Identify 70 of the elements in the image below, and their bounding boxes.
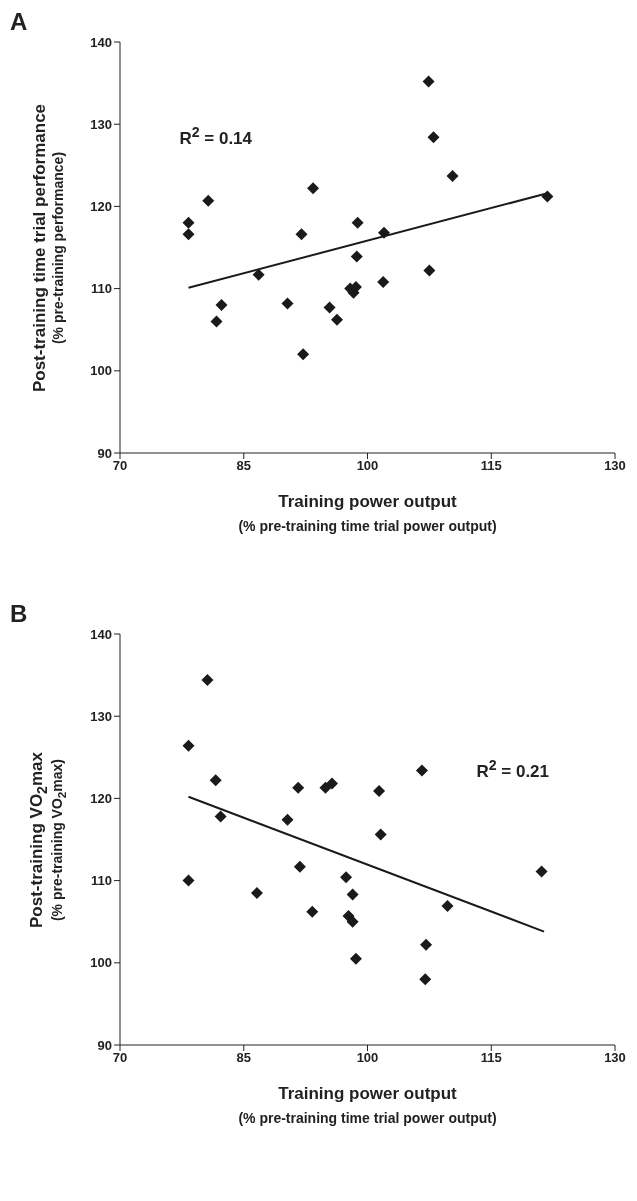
point <box>419 973 432 986</box>
y-tick-label: 90 <box>97 1037 112 1053</box>
point <box>292 781 305 794</box>
point <box>182 739 195 752</box>
y-axis-title: Post-training time trial performance (% pre-training performance) <box>30 103 66 392</box>
x-tick-label: 130 <box>604 1050 626 1066</box>
point <box>446 169 459 182</box>
x-tick-label: 115 <box>480 458 502 474</box>
y-tick-label: 140 <box>90 626 112 642</box>
point <box>201 674 214 687</box>
chart-title: B <box>10 600 28 628</box>
point <box>373 785 386 797</box>
point <box>346 915 359 928</box>
point <box>323 301 336 314</box>
chart-title: A <box>10 8 28 36</box>
annotation: R$^{2}$ = 0.14 <box>179 124 253 149</box>
x-axis-title: Training power output (% pre-training time trial power output) <box>237 492 498 534</box>
point <box>535 865 548 878</box>
point <box>307 182 320 195</box>
x-tick-label: 70 <box>112 458 128 474</box>
point <box>330 313 343 326</box>
y-tick-label: 120 <box>90 791 112 807</box>
point <box>420 938 433 951</box>
y-tick-label: 130 <box>90 116 112 132</box>
point <box>346 888 359 901</box>
point <box>377 276 390 289</box>
point <box>182 216 195 229</box>
y-tick-label: 140 <box>90 34 112 50</box>
point <box>351 216 364 229</box>
y-tick-label: 120 <box>90 199 112 215</box>
point <box>182 874 195 887</box>
point <box>295 228 308 241</box>
y-tick-label: 110 <box>91 281 112 297</box>
point <box>427 131 440 144</box>
point <box>210 315 223 328</box>
point <box>422 75 435 88</box>
point <box>215 299 228 312</box>
point <box>306 905 319 918</box>
x-tick-label: 100 <box>356 458 379 474</box>
x-tick-label: 85 <box>236 458 251 474</box>
point <box>423 264 436 277</box>
x-tick-label: 100 <box>356 1050 379 1066</box>
y-tick-label: 90 <box>97 445 112 461</box>
point <box>250 886 263 899</box>
point <box>281 813 294 826</box>
point <box>415 764 428 777</box>
point <box>293 860 306 873</box>
y-tick-label: 130 <box>90 708 112 724</box>
point <box>374 828 387 841</box>
point <box>209 774 222 787</box>
point <box>350 250 363 263</box>
point <box>441 900 454 913</box>
point <box>202 194 215 207</box>
x-tick-label: 115 <box>480 1050 502 1066</box>
annotation: R$^{2}$ = 0.21 <box>476 757 550 782</box>
x-tick-label: 85 <box>236 1050 251 1066</box>
point <box>349 952 362 965</box>
point <box>340 871 353 884</box>
x-tick-label: 70 <box>112 1050 128 1066</box>
point <box>326 777 339 790</box>
point <box>281 297 294 310</box>
y-tick-label: 100 <box>90 363 112 379</box>
point <box>214 810 227 823</box>
point <box>319 781 332 794</box>
y-tick-label: 110 <box>91 873 112 889</box>
x-tick-label: 130 <box>604 458 626 474</box>
point <box>182 228 195 241</box>
y-tick-label: 100 <box>90 955 112 971</box>
x-axis-title: Training power output (% pre-training time trial power output) <box>237 1084 498 1126</box>
point <box>297 348 310 361</box>
